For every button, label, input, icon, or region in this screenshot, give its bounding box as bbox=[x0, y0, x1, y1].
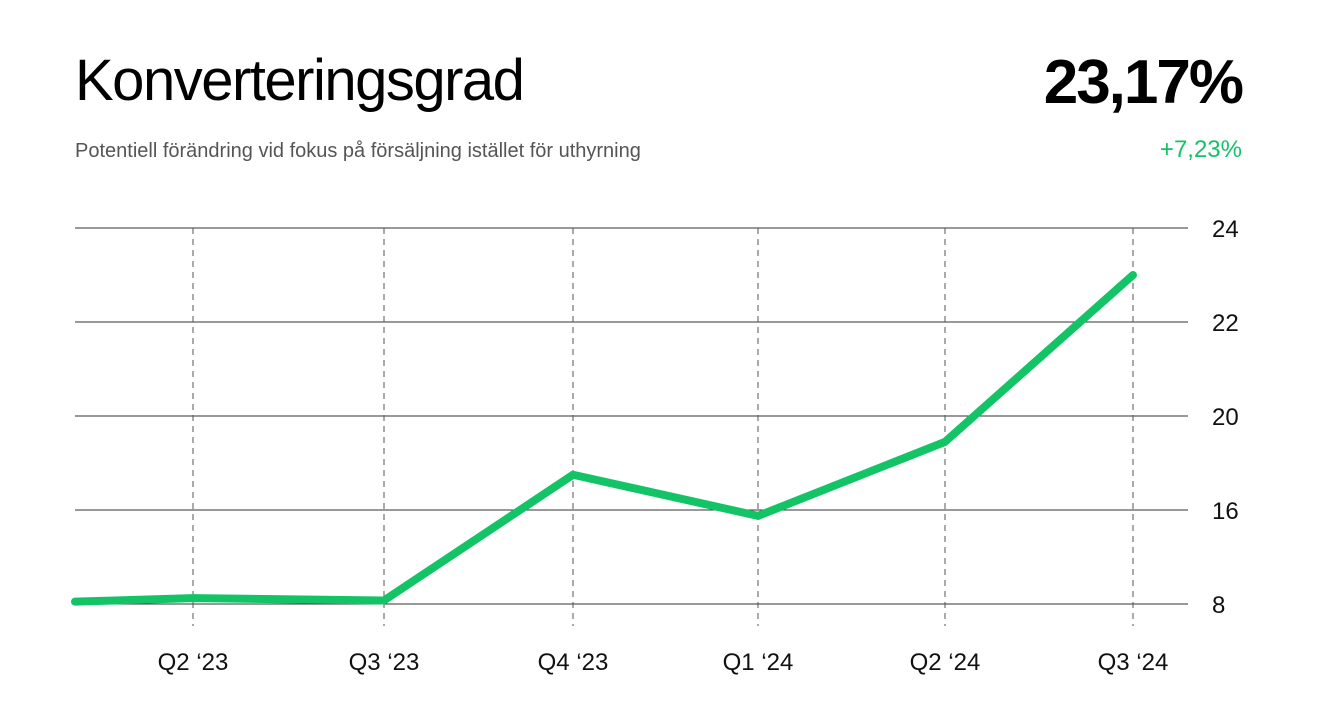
horizontal-gridlines bbox=[75, 227, 1188, 605]
kpi-change: +7,23% bbox=[1159, 136, 1242, 163]
y-tick-label: 24 bbox=[1212, 216, 1239, 243]
chart-subtitle: Potentiell förändring vid fokus på försä… bbox=[75, 140, 641, 162]
x-tick-label: Q4 ‘23 bbox=[538, 649, 609, 676]
y-tick-label: 8 bbox=[1212, 592, 1225, 619]
data-point bbox=[74, 601, 76, 603]
data-point bbox=[1132, 274, 1134, 276]
data-point bbox=[944, 441, 946, 443]
data-point bbox=[383, 599, 385, 601]
x-axis-labels: Q2 ‘23 Q3 ‘23 Q4 ‘23 Q1 ‘24 Q2 ‘24 Q3 ‘24 bbox=[158, 649, 1169, 676]
data-point bbox=[572, 474, 574, 476]
chart-title: Konverteringsgrad bbox=[75, 48, 525, 113]
series-line bbox=[71, 271, 1137, 606]
x-tick-label: Q3 ‘23 bbox=[349, 649, 420, 676]
x-tick-label: Q3 ‘24 bbox=[1098, 649, 1169, 676]
data-point bbox=[757, 515, 759, 517]
vertical-gridlines bbox=[192, 228, 1134, 626]
y-tick-label: 20 bbox=[1212, 404, 1239, 431]
kpi-value: 23,17% bbox=[1043, 48, 1244, 117]
x-tick-label: Q2 ‘24 bbox=[910, 649, 981, 676]
series-group bbox=[71, 271, 1137, 606]
y-tick-label: 16 bbox=[1212, 498, 1239, 525]
x-tick-label: Q2 ‘23 bbox=[158, 649, 229, 676]
y-axis-labels: 24 22 20 16 8 bbox=[1212, 216, 1239, 619]
y-tick-label: 22 bbox=[1212, 310, 1239, 337]
x-tick-label: Q1 ‘24 bbox=[723, 649, 794, 676]
data-point bbox=[192, 597, 194, 599]
